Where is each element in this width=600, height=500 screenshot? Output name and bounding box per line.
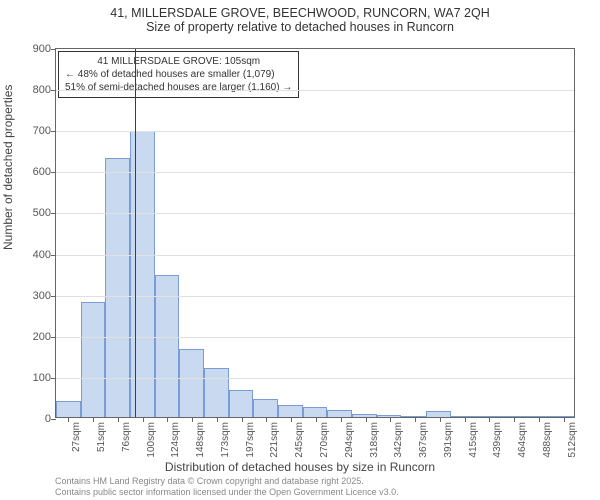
histogram-bar: [500, 416, 525, 417]
x-tick-mark: [68, 417, 69, 422]
x-tick-mark: [143, 417, 144, 422]
title-line-1: 41, MILLERSDALE GROVE, BEECHWOOD, RUNCOR…: [0, 6, 600, 20]
x-tick-mark: [316, 417, 317, 422]
x-tick-mark: [167, 417, 168, 422]
x-tick-label: 464sqm: [517, 422, 528, 458]
histogram-bar: [303, 407, 328, 417]
y-tick-label: 500: [33, 207, 56, 219]
x-tick-mark: [266, 417, 267, 422]
y-tick-label: 200: [33, 331, 56, 343]
x-tick-label: 173sqm: [220, 422, 231, 458]
x-tick-label: 391sqm: [443, 422, 454, 458]
y-tick-label: 0: [45, 413, 56, 425]
x-tick-label: 51sqm: [96, 422, 107, 452]
x-tick-label: 342sqm: [393, 422, 404, 458]
y-tick-label: 100: [33, 372, 56, 384]
credit-block: Contains HM Land Registry data © Crown c…: [55, 476, 399, 498]
x-tick-label: 197sqm: [245, 422, 256, 458]
histogram-bar: [130, 131, 155, 417]
x-axis-label: Distribution of detached houses by size …: [0, 460, 600, 474]
annotation-line-2: ← 48% of detached houses are smaller (1,…: [65, 68, 292, 81]
x-tick-mark: [93, 417, 94, 422]
x-tick-label: 439sqm: [492, 422, 503, 458]
histogram-bar: [229, 390, 254, 417]
x-tick-mark: [489, 417, 490, 422]
annotation-line-1: 41 MILLERSDALE GROVE: 105sqm: [65, 55, 292, 68]
credit-line-1: Contains HM Land Registry data © Crown c…: [55, 476, 399, 487]
histogram-bar: [81, 302, 106, 417]
x-tick-label: 27sqm: [71, 422, 82, 452]
x-tick-mark: [242, 417, 243, 422]
x-tick-label: 415sqm: [468, 422, 479, 458]
marker-line: [135, 49, 136, 417]
histogram-bar: [56, 401, 81, 417]
x-tick-label: 367sqm: [418, 422, 429, 458]
x-tick-mark: [217, 417, 218, 422]
y-tick-label: 300: [33, 290, 56, 302]
y-tick-label: 700: [33, 125, 56, 137]
credit-line-2: Contains public sector information licen…: [55, 487, 399, 498]
x-tick-label: 512sqm: [567, 422, 578, 458]
x-tick-label: 100sqm: [146, 422, 157, 458]
x-tick-label: 294sqm: [344, 422, 355, 458]
histogram-bar: [401, 416, 426, 417]
title-block: 41, MILLERSDALE GROVE, BEECHWOOD, RUNCOR…: [0, 0, 600, 34]
y-tick-label: 900: [33, 43, 56, 55]
x-tick-mark: [192, 417, 193, 422]
x-tick-mark: [440, 417, 441, 422]
x-tick-mark: [341, 417, 342, 422]
y-tick-label: 600: [33, 166, 56, 178]
x-tick-label: 245sqm: [294, 422, 305, 458]
x-tick-mark: [465, 417, 466, 422]
x-tick-label: 221sqm: [269, 422, 280, 458]
grid-line: [56, 337, 574, 338]
grid-line: [56, 172, 574, 173]
x-tick-mark: [564, 417, 565, 422]
histogram-bar: [179, 349, 204, 417]
histogram-bar: [549, 416, 574, 417]
x-tick-label: 124sqm: [170, 422, 181, 458]
histogram-bar: [475, 416, 500, 417]
histogram-bar: [377, 415, 402, 417]
histogram-bars: [56, 49, 574, 417]
y-tick-label: 400: [33, 249, 56, 261]
grid-line: [56, 213, 574, 214]
histogram-bar: [253, 399, 278, 418]
annotation-line-3: 51% of semi-detached houses are larger (…: [65, 81, 292, 94]
grid-line: [56, 296, 574, 297]
x-tick-label: 76sqm: [121, 422, 132, 452]
y-axis-label: Number of detached properties: [1, 85, 15, 250]
grid-line: [56, 131, 574, 132]
x-tick-mark: [539, 417, 540, 422]
y-tick-label: 800: [33, 84, 56, 96]
x-tick-mark: [390, 417, 391, 422]
plot-area: 41 MILLERSDALE GROVE: 105sqm ← 48% of de…: [55, 48, 575, 418]
grid-line: [56, 378, 574, 379]
histogram-bar: [525, 416, 550, 417]
histogram-bar: [327, 410, 352, 417]
histogram-bar: [451, 416, 476, 417]
x-tick-label: 488sqm: [542, 422, 553, 458]
histogram-bar: [204, 368, 229, 417]
grid-line: [56, 255, 574, 256]
grid-line: [56, 90, 574, 91]
x-tick-label: 148sqm: [195, 422, 206, 458]
x-tick-mark: [291, 417, 292, 422]
x-tick-mark: [514, 417, 515, 422]
x-tick-mark: [415, 417, 416, 422]
chart-container: 41, MILLERSDALE GROVE, BEECHWOOD, RUNCOR…: [0, 0, 600, 500]
histogram-bar: [352, 414, 377, 417]
x-tick-label: 318sqm: [369, 422, 380, 458]
x-tick-label: 270sqm: [319, 422, 330, 458]
x-tick-mark: [118, 417, 119, 422]
histogram-bar: [278, 405, 303, 417]
histogram-bar: [426, 411, 451, 417]
title-line-2: Size of property relative to detached ho…: [0, 20, 600, 34]
x-tick-mark: [366, 417, 367, 422]
